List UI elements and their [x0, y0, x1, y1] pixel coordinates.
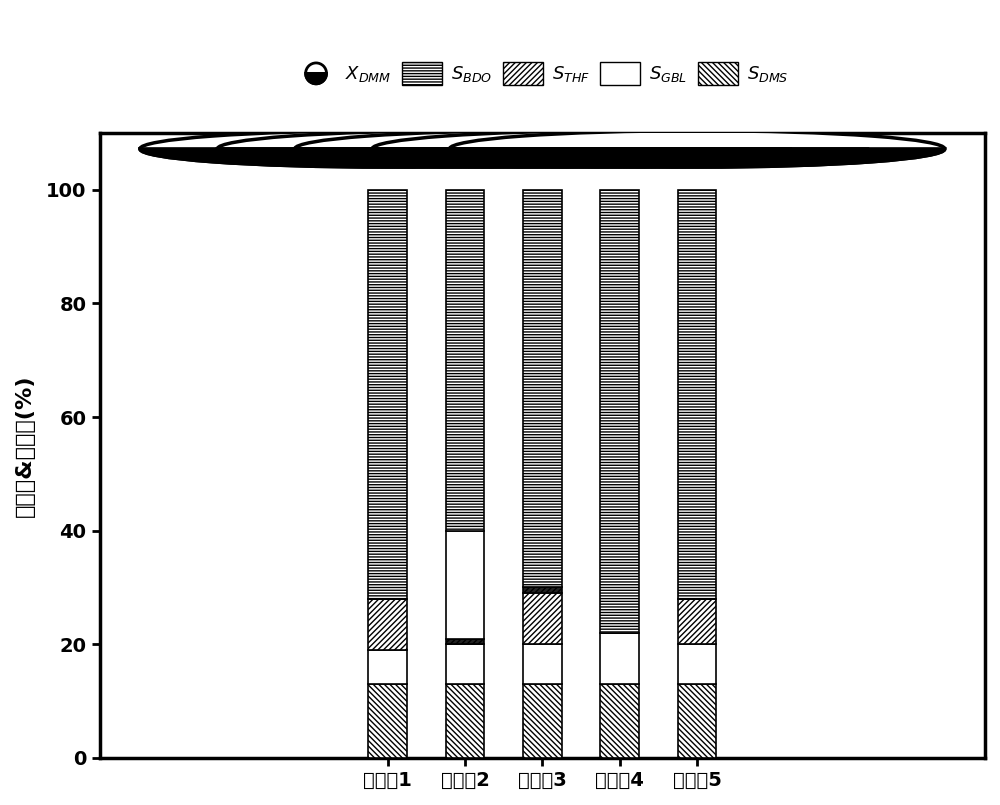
Wedge shape	[217, 149, 713, 167]
Bar	[600, 684, 639, 758]
Bar	[446, 190, 484, 530]
Bar	[368, 684, 407, 758]
Bar	[523, 644, 562, 684]
Bar	[678, 599, 716, 644]
Bar	[600, 190, 639, 633]
Bar	[678, 190, 716, 599]
Bar	[446, 638, 484, 644]
Bar	[523, 684, 562, 758]
Legend: $X_{DMM}$, $S_{BDO}$, $S_{THF}$, $S_{GBL}$, $S_{DMS}$: $X_{DMM}$, $S_{BDO}$, $S_{THF}$, $S_{GBL…	[289, 55, 796, 93]
Bar	[368, 599, 407, 650]
Bar	[446, 644, 484, 684]
Bar	[678, 644, 716, 684]
Wedge shape	[372, 149, 867, 167]
Circle shape	[449, 130, 945, 167]
Bar	[523, 190, 562, 588]
Wedge shape	[295, 149, 790, 167]
Circle shape	[140, 130, 635, 167]
Bar	[600, 633, 639, 684]
Bar	[446, 684, 484, 758]
Bar	[523, 593, 562, 644]
Wedge shape	[449, 149, 945, 167]
Bar	[446, 530, 484, 638]
Circle shape	[295, 130, 790, 167]
Bar	[368, 650, 407, 684]
Bar	[368, 190, 407, 599]
Y-axis label: 转化率&选择性(%): 转化率&选择性(%)	[15, 374, 35, 517]
Bar	[523, 588, 562, 593]
Circle shape	[217, 130, 713, 167]
Wedge shape	[140, 149, 635, 167]
Bar	[678, 684, 716, 758]
Circle shape	[372, 130, 867, 167]
